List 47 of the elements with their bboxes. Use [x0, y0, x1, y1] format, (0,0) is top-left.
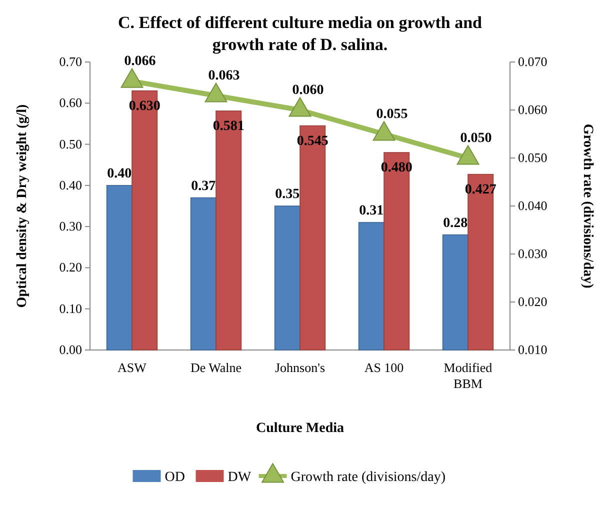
- x-tick-label: Johnson's: [274, 360, 326, 375]
- legend-label: OD: [164, 470, 185, 485]
- y-tick-label: 0.00: [59, 342, 82, 357]
- bar: [274, 206, 300, 350]
- y-axis-title: Optical density & Dry weight (g/l): [15, 104, 30, 308]
- legend-label: Growth rate (divisions/day): [290, 470, 446, 485]
- data-label: 0.060: [292, 83, 324, 98]
- x-tick-label: De Walne: [190, 360, 242, 375]
- y-tick-label: 0.50: [59, 136, 82, 152]
- y-tick-label: 0.10: [59, 300, 82, 316]
- y-tick-label: 0.60: [59, 95, 82, 110]
- chart-title: C. Effect of different culture media on growth and growth rate of D. salina.: [118, 13, 483, 54]
- x-axis-title: Culture Media: [256, 421, 344, 436]
- point: [372, 121, 396, 141]
- data-label: 0.050: [460, 131, 492, 146]
- point: [120, 68, 144, 88]
- data-label: 0.31: [359, 203, 384, 218]
- y-tick-label: 0.70: [59, 54, 82, 69]
- data-label: 0.28: [443, 216, 468, 231]
- legend-label: DW: [228, 470, 252, 485]
- y2-axis-title: Growth rate (divisions/day): [580, 124, 595, 289]
- data-label: 0.055: [376, 107, 408, 122]
- y2-tick-label: 0.070: [518, 54, 548, 69]
- y-tick-label: 0.30: [59, 218, 82, 234]
- y2-tick-label: 0.040: [518, 198, 548, 213]
- y2-tick-label: 0.060: [518, 102, 548, 117]
- bar: [442, 234, 468, 350]
- bar: [106, 185, 132, 350]
- x-tick-label: Modified BBM: [444, 360, 493, 391]
- data-label: 0.063: [208, 68, 240, 84]
- data-label: 0.066: [124, 54, 156, 70]
- y-tick-label: 0.20: [59, 260, 82, 275]
- x-tick-label: AS 100: [364, 360, 404, 375]
- y2-tick-label: 0.020: [518, 294, 548, 309]
- bar: [190, 197, 216, 350]
- data-label: 0.35: [275, 187, 300, 202]
- data-label: 0.40: [107, 166, 132, 182]
- y2-tick-label: 0.010: [518, 342, 548, 357]
- point: [204, 82, 228, 102]
- y-tick-label: 0.40: [59, 177, 82, 192]
- y2-tick-label: 0.050: [518, 150, 548, 165]
- y2-tick-label: 0.030: [518, 246, 548, 261]
- x-tick-label: ASW: [118, 360, 148, 375]
- data-label: 0.37: [191, 178, 216, 194]
- point: [456, 145, 480, 165]
- bar: [358, 222, 384, 350]
- point: [288, 97, 312, 117]
